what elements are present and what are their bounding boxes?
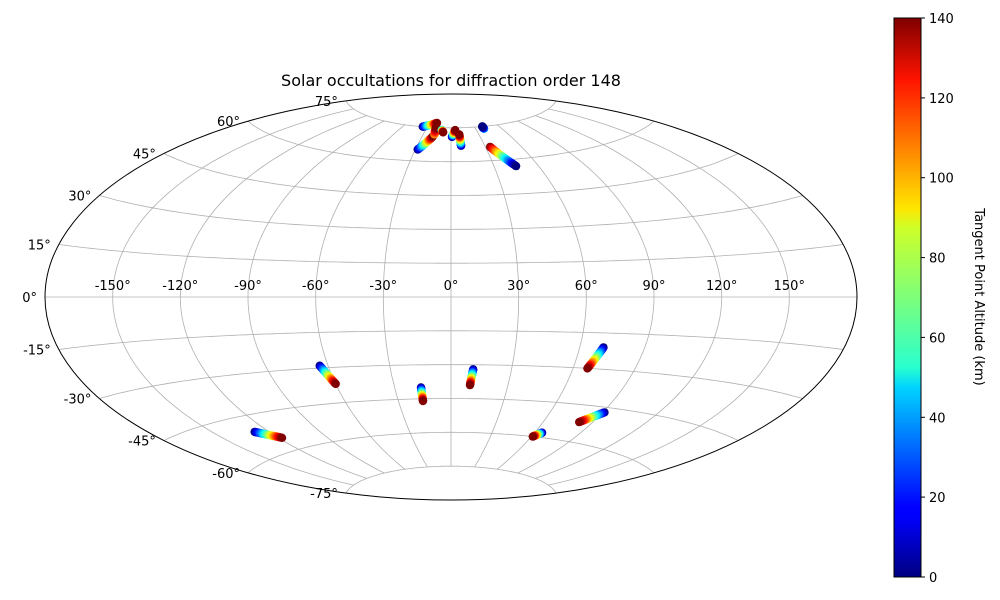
meridian-line [496,124,587,470]
meridian-line [247,120,385,474]
longitude-tick-label: -60° [302,279,330,294]
colorbar-tick-label: 20 [929,491,946,506]
latitude-tick-label: 0° [22,291,37,306]
colorbar: 0 20 40 60 80 100 120 140 Tangent Point Altitud… [893,12,986,586]
occultation-point [511,161,521,171]
colorbar-tick-label: 120 [929,92,954,107]
latitude-tick-label: -30° [64,393,92,408]
longitude-tick-label: 0° [444,279,459,294]
occultation-point [277,433,287,442]
longitude-tick-label: 150° [774,279,805,294]
colorbar-gradient [893,17,922,578]
latitude-tick-label: 15° [28,239,51,254]
occultation-point [455,130,464,139]
longitude-tick-label: 30° [507,279,530,294]
meridian-line [474,126,520,468]
longitude-tick-label: -150° [95,279,131,294]
latitude-tick-label: -15° [23,344,51,359]
occultation-point [478,122,487,131]
colorbar-label: Tangent Point Altitude (km) [971,207,986,385]
longitude-tick-label: 90° [642,279,665,294]
colorbar-tick-label: 0 [929,571,937,586]
map-outline [44,93,858,501]
colorbar-tick-label: 100 [929,172,954,187]
occultation-point [418,396,428,406]
meridian-line [179,115,367,479]
meridian-line [535,115,723,479]
meridian-line [315,124,406,470]
latitude-tick-label: 30° [68,190,91,205]
occultation-point [528,432,537,441]
meridian-line [548,108,790,486]
occultation-point [331,379,340,389]
occultation-point [575,417,584,427]
data-points [250,118,609,442]
latitude-tick-label: 75° [315,95,338,110]
occultation-point [438,128,448,137]
meridian-line [112,108,354,486]
chart-title: Solar occultations for diffraction order… [281,71,621,90]
graticule [45,100,857,494]
longitude-tick-label: -120° [162,279,198,294]
meridian-line [382,126,428,468]
axis-labels: -150° -120° -90° -60° -30° 0° 30° 60° 90° 120° 150… [22,95,805,502]
longitude-tick-label: -90° [234,279,262,294]
occultation-point [465,380,475,390]
latitude-tick-label: 60° [217,115,240,130]
occultation-point [583,364,592,373]
colorbar-tick-label: 40 [929,411,946,426]
colorbar-tick-label: 60 [929,331,946,346]
parallel-line [345,465,557,494]
latitude-tick-label: 45° [133,148,156,163]
parallel-line [345,100,557,129]
latitude-tick-label: -45° [128,435,156,450]
latitude-tick-label: -60° [212,467,240,482]
colorbar-tick-label: 140 [929,12,954,27]
latitude-tick-label: -75° [310,487,338,502]
longitude-tick-label: 60° [575,279,598,294]
colorbar-ticks: 0 20 40 60 80 100 120 140 [921,12,954,586]
colorbar-tick-label: 80 [929,252,946,267]
longitude-tick-label: 120° [706,279,737,294]
longitude-tick-label: -30° [369,279,397,294]
